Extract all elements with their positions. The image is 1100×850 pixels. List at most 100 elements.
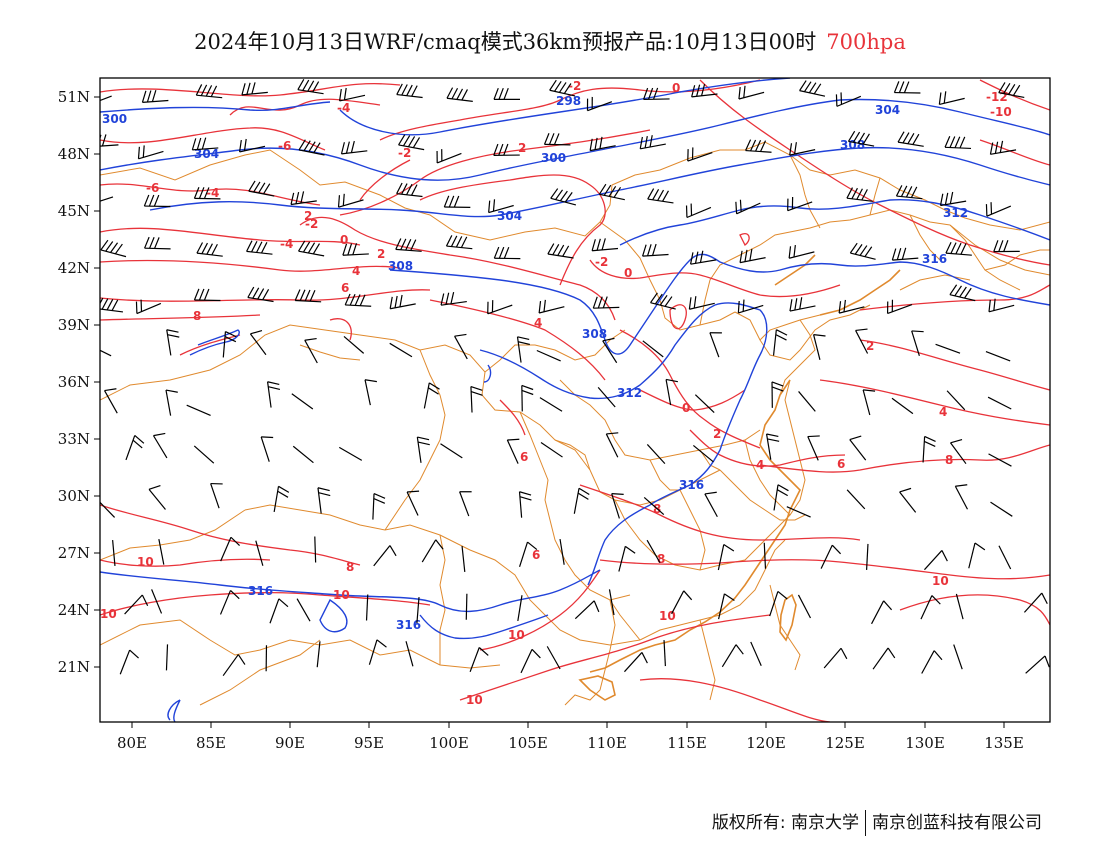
lon-tick: 115E [667,722,707,752]
lon-label: 80E [117,734,147,752]
wind-barb [547,243,574,259]
wind-barb [100,297,124,313]
wind-barb [847,130,875,147]
wind-barb [807,435,820,461]
wind-barb [789,297,816,312]
wind-barb [646,444,666,465]
wind-barb [493,246,521,260]
wind-barb [165,389,178,416]
wind-barb [148,484,166,510]
wind-barb [104,388,118,414]
wind-barb [373,545,397,567]
wind-barb [317,487,331,514]
temperature-label: -6 [278,139,291,153]
lon-tick: 125E [825,722,865,752]
temperature-label: -2 [398,146,411,160]
lat-tick: 51N [58,88,100,106]
wind-barb [340,140,368,155]
temperature-label: -4 [337,101,350,115]
wind-barb [314,536,317,563]
height-label: 316 [396,618,421,632]
temperature-label: 10 [466,693,483,707]
lon-tick: 85E [196,722,226,752]
wind-barb [820,544,842,569]
wind-barb [338,446,363,461]
wind-barb [987,396,1012,410]
company-name: 南京创蓝科技有限公司 [872,813,1042,833]
height-label: 300 [102,112,127,126]
wind-barb [298,240,325,257]
wind-barb [389,342,413,358]
wind-barb [671,590,693,615]
lat-label: 51N [58,88,90,106]
wind-barb [193,187,221,200]
wind-barb [266,381,281,408]
wind-barb [239,138,266,153]
lat-label: 33N [58,430,90,448]
wind-barb [950,438,967,465]
wind-barb [443,195,471,208]
wind-barb [685,203,712,219]
wind-barb [141,89,169,103]
wind-barb [589,136,616,152]
wind-barb [344,293,372,307]
wind-barb [316,641,321,668]
wind-barb [112,540,116,567]
wind-barb [646,539,661,564]
temperature-label: 0 [672,81,680,95]
wind-barb [642,340,664,358]
boundary-lines [100,141,1050,706]
wind-barb [165,644,169,671]
wind-barb [196,242,223,257]
lon-tick: 110E [587,722,627,752]
wind-barb [372,493,386,520]
wind-barb [923,550,948,571]
wind-barb [260,436,274,462]
temperature-label: 8 [346,560,354,574]
wind-barb [939,191,967,207]
wind-barb [298,139,325,156]
height-label: 316 [922,252,947,266]
lon-label: 85E [196,734,226,752]
temperature-label: 2 [713,427,721,441]
map-title: 2024年10月13日WRF/cmaq模式36km预报产品:10月13日00时 7… [0,26,1100,56]
wind-barb [797,594,812,619]
wind-barb [550,188,577,206]
wind-barb [988,298,1015,313]
wind-barb [440,291,467,306]
wind-barb [445,235,473,250]
wind-barb [294,289,322,303]
wind-barb [219,590,240,615]
wind-barb [220,536,240,562]
footer-credits: 版权所有: 南京大学 南京创蓝科技有限公司 [712,808,1042,836]
wind-barb [692,444,714,463]
wind-barb [998,82,1025,99]
wind-barb [953,644,963,670]
coastline [578,254,901,701]
wind-barb [772,329,788,356]
temperature-label: -10 [990,105,1012,119]
lon-tick: 100E [429,722,469,752]
wind-barb [592,296,620,309]
wind-barb [440,443,463,459]
wind-barb [945,242,972,256]
height-contours [100,78,1050,722]
wind-barb [769,590,788,617]
wind-barb [368,639,387,665]
wind-barb [521,384,534,412]
copyright-text: 版权所有: 南京大学 [711,813,859,833]
wind-barb [248,180,275,197]
temperature-label: 2 [304,209,312,223]
lat-tick: 39N [58,316,100,334]
wind-barb [100,239,127,258]
wind-barb [849,435,867,461]
wind-barb [125,435,145,461]
wind-barb [745,139,772,153]
temperature-label: -4 [206,186,219,200]
wind-barb [689,250,717,265]
wind-barb [539,397,563,412]
wind-barb [773,484,789,511]
wind-barb [469,647,489,673]
wind-barb [717,544,735,571]
wind-barb [647,188,674,204]
